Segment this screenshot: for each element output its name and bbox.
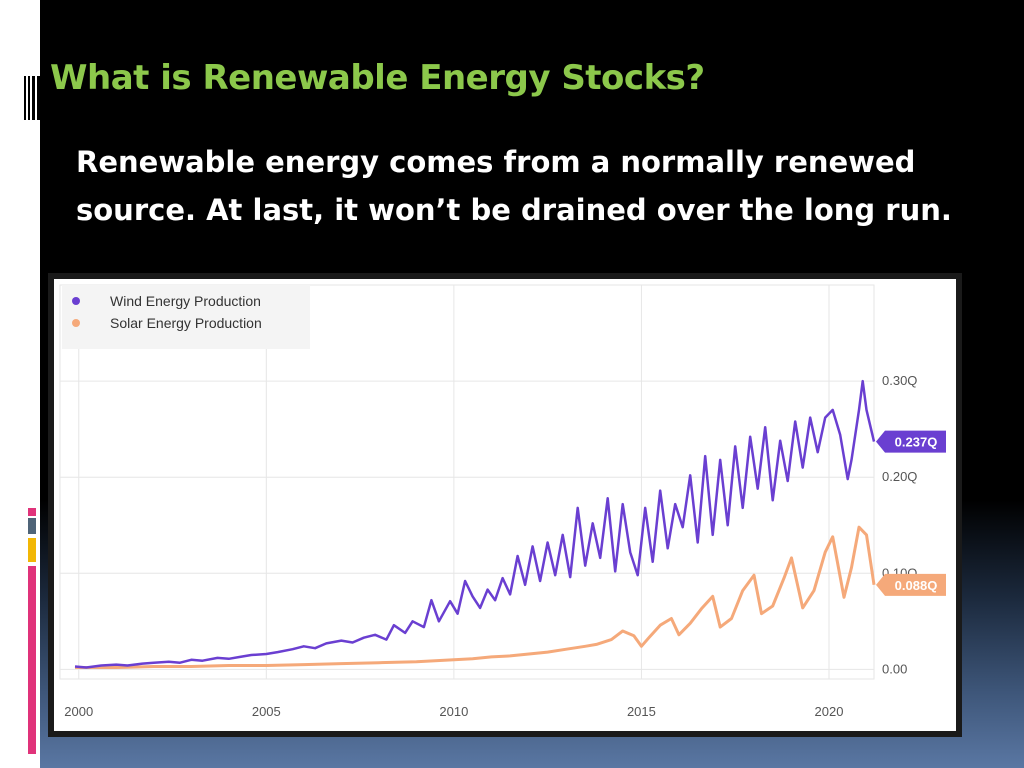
last-value-labels: 0.237Q 0.088Q: [876, 430, 946, 596]
accent-bar-pink-long: [28, 566, 36, 754]
y-tick-label: 0.00: [882, 661, 907, 676]
x-axis-ticks: 2000 2005 2010 2015 2020: [64, 704, 843, 719]
slide-title: What is Renewable Energy Stocks?: [50, 58, 705, 98]
accent-bar-yellow: [28, 538, 36, 562]
value-label-badge: [876, 430, 946, 453]
chart-card: 2000 2005 2010 2015 2020 0.00 0.10Q 0.20Q 0.30Q…: [54, 279, 956, 731]
energy-production-chart: 2000 2005 2010 2015 2020 0.000.10Q0.20Q0.30Q…: [54, 279, 946, 719]
x-tick-label: 2020: [815, 704, 844, 719]
series-line: [74, 379, 876, 669]
chart-legend: Wind Energy Production Solar Energy Produ…: [62, 285, 310, 349]
series-lines: [74, 379, 876, 669]
value-label-text: 0.237Q: [895, 435, 938, 450]
legend-label: Solar Energy Production: [110, 315, 262, 331]
accent-bar-slate: [28, 518, 36, 534]
x-tick-label: 2005: [252, 704, 281, 719]
legend-marker: [72, 297, 80, 305]
slide-body-text: Renewable energy comes from a normally r…: [76, 145, 952, 227]
value-label-badge: [876, 573, 946, 596]
plot-border: [59, 284, 875, 680]
x-tick-label: 2010: [439, 704, 468, 719]
value-label-text: 0.088Q: [895, 578, 938, 593]
x-tick-label: 2000: [64, 704, 93, 719]
x-tick-label: 2015: [627, 704, 656, 719]
legend-label: Wind Energy Production: [110, 293, 261, 309]
y-tick-label: 0.20Q: [882, 469, 917, 484]
y-tick-label: 0.30Q: [882, 373, 917, 388]
series-line: [75, 525, 876, 669]
accent-bar-pink: [28, 508, 36, 516]
legend-background: [62, 285, 310, 349]
legend-marker: [72, 319, 80, 327]
slide-corner-lines: [24, 76, 40, 120]
